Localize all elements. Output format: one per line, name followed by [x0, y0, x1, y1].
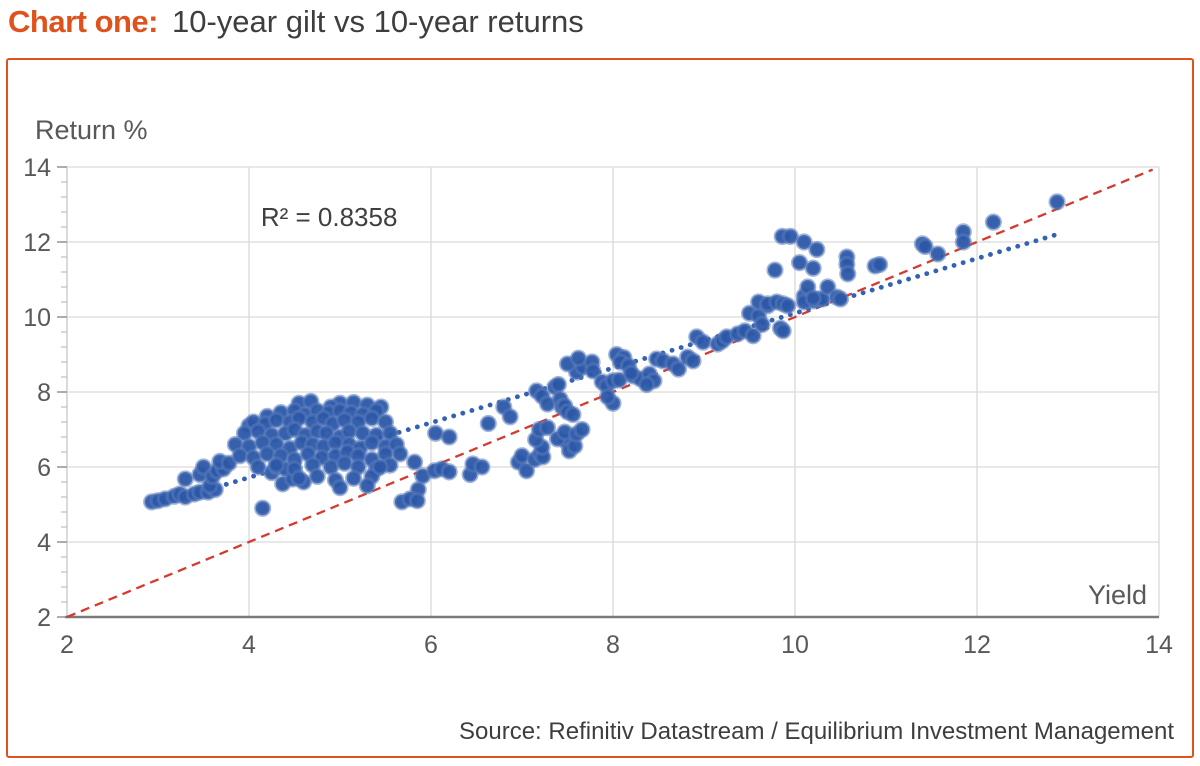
y-tick-label: 12: [23, 229, 51, 257]
y-tick-label: 10: [23, 304, 51, 332]
scatter-point: [831, 290, 850, 308]
x-tick-label: 4: [242, 631, 256, 659]
scatter-point: [839, 265, 857, 283]
scatter-point: [363, 409, 381, 427]
scatter-point: [479, 414, 497, 433]
scatter-point: [954, 233, 972, 251]
chart-title-text: 10-year gilt vs 10-year returns: [172, 4, 584, 39]
x-tick-label: 6: [424, 631, 438, 659]
r-squared-label: R² = 0.8358: [261, 202, 398, 232]
plot-svg: 2 4 6 8 10 12 14 2 4 6 8 10 12 14 Return % Yield R² = 0.…: [23, 115, 1173, 659]
scatter-point: [371, 458, 389, 476]
scatter-point: [744, 327, 762, 345]
scatter-point: [804, 259, 822, 277]
scatter-point: [804, 289, 822, 307]
chart-number-label: Chart one:: [8, 4, 159, 39]
scatter-point: [335, 454, 354, 472]
scatter-point: [391, 445, 409, 463]
scatter-point: [929, 245, 947, 263]
scatter-point: [984, 213, 1002, 231]
scatter-point: [408, 492, 426, 510]
scatter-point: [774, 322, 792, 340]
y-tick-label: 6: [37, 454, 51, 482]
scatter-point: [231, 447, 249, 465]
scatter-point: [669, 360, 688, 378]
scatter-point: [290, 469, 308, 487]
scatter-point: [598, 388, 617, 406]
scatter-point: [808, 240, 826, 259]
scatter-point: [308, 467, 326, 485]
scatter-point: [753, 315, 771, 334]
scatter-point: [622, 364, 640, 382]
scatter-point: [267, 456, 285, 474]
scatter-point: [426, 424, 445, 442]
scatter-point: [584, 362, 602, 380]
scatter-point: [819, 278, 837, 296]
scatter-point: [358, 477, 376, 495]
y-tick-label: 8: [37, 379, 51, 407]
x-tick-label: 14: [1145, 631, 1173, 659]
scatter-point: [363, 434, 381, 452]
source-text: Source: Refinitiv Datastream / Equilibri…: [459, 718, 1174, 745]
scatter-point: [345, 469, 363, 487]
scatter-point: [790, 254, 809, 272]
x-tick-label: 8: [606, 631, 620, 659]
y-tick-label: 2: [37, 604, 51, 632]
scatter-point: [440, 428, 458, 446]
scatter-point: [684, 352, 702, 370]
scatter-point: [249, 458, 267, 476]
scatter-point: [638, 375, 656, 394]
scatter-point: [916, 237, 934, 256]
scatter-point: [267, 411, 285, 429]
scatter-point: [766, 261, 784, 279]
page-title: Chart one: 10-year gilt vs 10-year retur…: [8, 4, 584, 40]
y-tick-label: 4: [37, 529, 51, 557]
scatter-point: [176, 470, 194, 488]
scatter-point: [549, 375, 568, 394]
scatter-point: [795, 233, 813, 251]
y-tick-label: 14: [23, 154, 51, 182]
scatter-point: [779, 297, 797, 315]
scatter-point: [473, 458, 491, 476]
chart-frame: 2 4 6 8 10 12 14 2 4 6 8 10 12 14 Return % Yield R² = 0.…: [6, 58, 1194, 758]
scatter-point: [564, 405, 582, 424]
x-tick-label: 2: [60, 631, 74, 659]
scatter-point: [694, 333, 712, 351]
scatter-point: [569, 349, 588, 367]
scatter-point: [254, 499, 272, 517]
scatter-point: [1048, 193, 1066, 211]
x-axis-title: Yield: [1088, 580, 1147, 610]
scatter-point: [501, 408, 519, 426]
scatter-point: [871, 255, 889, 274]
scatter-point: [781, 227, 800, 245]
trendline: [151, 232, 1060, 509]
scatter-point: [573, 420, 591, 439]
y-axis-title: Return %: [35, 115, 148, 145]
scatter-point: [331, 479, 349, 497]
scatter-point: [538, 419, 557, 437]
scatter-point: [440, 463, 458, 481]
scatter-point: [406, 453, 424, 471]
x-tick-label: 10: [781, 631, 809, 659]
x-tick-label: 12: [963, 631, 991, 659]
scatter-point: [517, 462, 536, 480]
